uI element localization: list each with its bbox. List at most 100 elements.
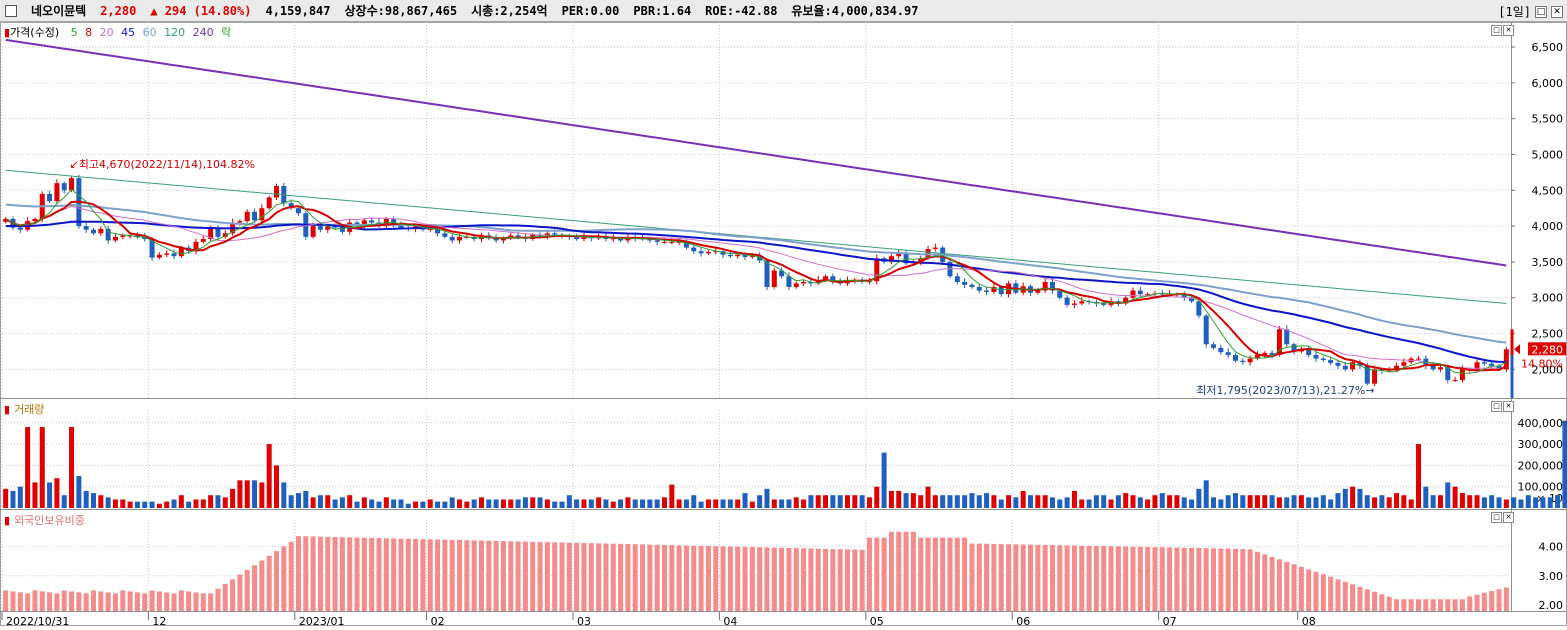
foreign-bar: [705, 546, 711, 611]
panel-close-icon[interactable]: ✕: [1503, 25, 1514, 36]
foreign-bar: [713, 546, 719, 611]
foreign-bar: [918, 537, 924, 611]
candle-body: [676, 241, 682, 243]
foreign-bar: [295, 536, 301, 611]
volume-bar: [1079, 499, 1085, 508]
foreign-bar: [47, 592, 53, 611]
foreign-bar: [1152, 547, 1158, 611]
period-selector[interactable]: [1일]: [1498, 5, 1531, 19]
maximize-icon[interactable]: □: [1535, 5, 1547, 18]
volume-bar: [149, 501, 155, 508]
panel-maximize-icon[interactable]: □: [1491, 25, 1502, 36]
panel-maximize-icon[interactable]: □: [1491, 512, 1502, 523]
foreign-bar: [142, 593, 148, 611]
foreign-bar: [17, 592, 23, 611]
volume-bar: [1489, 495, 1495, 508]
volume-bar: [310, 497, 316, 508]
volume-bar: [1013, 497, 1019, 508]
foreign-bar: [1020, 544, 1026, 611]
volume-tick-label: 400,000: [1518, 417, 1564, 430]
candle-body: [208, 227, 214, 240]
volume-bar: [640, 499, 646, 508]
candle-body: [47, 193, 53, 202]
foreign-bar: [1028, 544, 1034, 611]
volume-bar: [471, 499, 477, 508]
foreign-bar: [823, 548, 829, 611]
candle-body: [779, 270, 785, 277]
panel-maximize-icon[interactable]: □: [1491, 401, 1502, 412]
volume-bar: [1057, 499, 1063, 508]
volume-bar: [1481, 497, 1487, 508]
volume-bar: [881, 452, 887, 508]
foreign-bar: [830, 549, 836, 611]
candle-body: [874, 258, 880, 282]
foreign-bar: [435, 539, 441, 611]
candle-body: [793, 283, 799, 287]
volume-bar: [515, 499, 521, 508]
legend-ma20: 20: [99, 26, 114, 39]
foreign-bar: [1474, 594, 1480, 611]
foreign-bar: [274, 551, 280, 611]
candle-body: [1342, 365, 1348, 370]
foreign-bar: [1108, 546, 1114, 611]
candle-body: [398, 224, 404, 228]
candle-body: [1225, 352, 1231, 356]
price-tick-label: 4,000: [1532, 220, 1564, 233]
time-tick-label: 2022/10/31: [6, 615, 69, 628]
volume-bar: [266, 444, 272, 508]
foreign-bar: [69, 591, 75, 611]
volume-bar: [405, 503, 411, 508]
candle-body: [274, 186, 280, 198]
current-price: 2,280: [100, 3, 137, 18]
candle-body: [954, 276, 960, 282]
foreign-bar: [1203, 548, 1209, 611]
close-icon[interactable]: ✕: [1551, 5, 1563, 18]
foreign-legend: ▮ 외국인보유비중: [4, 514, 85, 527]
foreign-bar: [669, 545, 675, 611]
price-tick-label: 2,000: [1532, 363, 1564, 376]
foreign-bar: [1298, 566, 1304, 611]
candle-body: [918, 258, 924, 262]
candle-body: [1459, 369, 1465, 381]
volume-bar: [866, 497, 872, 508]
panel-close-icon[interactable]: ✕: [1503, 401, 1514, 412]
candle-body: [32, 218, 38, 222]
foreign-bar: [683, 545, 689, 611]
candle-body: [1232, 355, 1238, 361]
foreign-bar: [1489, 591, 1495, 611]
candle-body: [749, 256, 755, 258]
foreign-bar: [1254, 551, 1260, 611]
foreign-bar: [1437, 599, 1443, 611]
candle-body: [1247, 358, 1253, 363]
price-legend: ▮가격(수정) 5 8 20 45 60 120 240 락: [4, 24, 235, 40]
foreign-bar: [178, 590, 184, 611]
volume-bar: [1437, 495, 1443, 508]
volume-bar: [383, 497, 389, 508]
foreign-bar: [544, 542, 550, 611]
foreign-bar: [559, 542, 565, 611]
listed-shares: 상장수:98,867,465: [344, 4, 458, 18]
foreign-bar: [54, 593, 60, 611]
foreign-bar: [1401, 599, 1407, 611]
volume-bar: [420, 501, 426, 508]
candle-body: [1335, 362, 1341, 366]
foreign-bar: [537, 541, 543, 611]
candle-body: [3, 218, 9, 222]
volume-bar: [969, 493, 975, 508]
candle-body: [552, 233, 558, 235]
select-checkbox[interactable]: [5, 4, 17, 17]
panel-close-icon[interactable]: ✕: [1503, 512, 1514, 523]
volume-bar: [581, 499, 587, 508]
foreign-bar: [339, 537, 345, 611]
volume-bar: [369, 499, 375, 508]
volume-bar: [508, 499, 514, 508]
candle-body: [1181, 294, 1187, 298]
foreign-bar: [1386, 596, 1392, 611]
candle-body: [1320, 358, 1326, 361]
foreign-bar: [588, 543, 594, 611]
volume-bar: [1291, 495, 1297, 508]
foreign-bar: [947, 537, 953, 611]
foreign-bar: [1006, 544, 1012, 611]
foreign-bar: [361, 537, 367, 611]
